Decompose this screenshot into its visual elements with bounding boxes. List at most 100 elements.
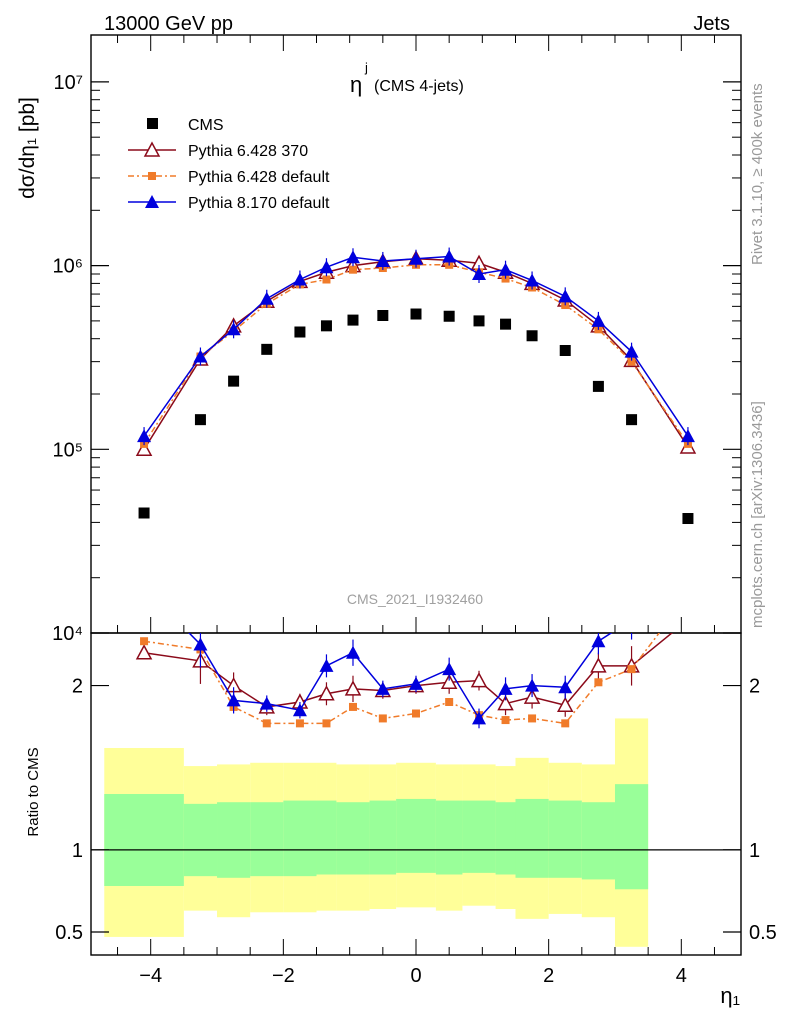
- ratio-y-tick-label-right: 1: [749, 840, 760, 862]
- ratio-point-pythia8-default: [375, 681, 390, 695]
- ratio-y-tick-label: 1: [72, 840, 83, 862]
- ratio-point-pythia6-default: [501, 716, 510, 725]
- band-green-bin: [495, 802, 516, 875]
- ratio-line-p6_def: [143, 633, 661, 725]
- ratio-point-pythia6-default: [348, 702, 357, 711]
- band-green-bin: [581, 802, 615, 880]
- band-green-bin: [183, 803, 218, 877]
- ratio-point-pythia6-370: [344, 680, 362, 696]
- y-tick-label: 10⁵: [52, 439, 83, 461]
- point-pythia8-default: [680, 429, 695, 443]
- point-cms: [347, 314, 359, 326]
- plot-title-superscript: j: [364, 60, 368, 75]
- legend-label-pythia8-default: Pythia 8.170 default: [188, 195, 330, 212]
- point-cms: [294, 326, 306, 338]
- ratio-point-pythia8-default: [345, 645, 360, 659]
- band-green-bin: [548, 800, 582, 878]
- ratio-point-pythia6-default: [322, 719, 331, 728]
- point-cms: [473, 315, 485, 327]
- axes: 10⁴ 10⁵ 10⁶ 10⁷ 0.5 0.5 1 1 2 2 −4 −2 0 2 4: [52, 35, 777, 987]
- point-pythia8-default: [498, 262, 513, 276]
- x-tick-label: 2: [543, 965, 554, 987]
- y-axis-title-ratio: Ratio to CMS: [25, 747, 42, 836]
- point-cms: [410, 308, 422, 320]
- ratio-point-pythia6-default: [412, 709, 420, 718]
- ratio-point-pythia8-default: [226, 693, 241, 707]
- point-pythia8-default: [442, 249, 457, 263]
- point-pythia8-default: [226, 322, 241, 336]
- band-green-bin: [250, 802, 284, 877]
- legend: CMS Pythia 6.428 370 Pythia 6.428 defaul…: [128, 117, 330, 212]
- mcplots-label: mcplots.cern.ch [arXiv:1306.3436]: [749, 401, 766, 628]
- ratio-series-clipped: [135, 633, 674, 729]
- band-green-bin: [435, 800, 463, 875]
- point-pythia6-default: [322, 275, 331, 284]
- band-green-bin: [369, 800, 397, 875]
- ratio-point-pythia8-default: [193, 637, 208, 651]
- rivet-label: Rivet 3.1.10, ≥ 400k events: [749, 83, 766, 265]
- point-pythia8-default: [525, 273, 540, 287]
- point-cms: [228, 375, 240, 387]
- ratio-point-pythia8-default: [409, 676, 423, 690]
- ratio-point-pythia6-default: [445, 698, 454, 706]
- y-axis-title-main: dσ/dη₁ [pb]: [16, 97, 39, 199]
- legend-label-pythia6-370: Pythia 6.428 370: [188, 143, 308, 160]
- x-tick-label: −4: [139, 965, 162, 987]
- point-pythia6-default: [348, 265, 357, 274]
- point-cms: [500, 318, 512, 330]
- ratio-point-pythia6-default: [627, 665, 636, 674]
- ratio-point-pythia6-370: [556, 696, 574, 713]
- point-pythia8-default: [259, 291, 274, 305]
- ratio-point-pythia6-370: [470, 672, 488, 688]
- x-tick-label: 0: [410, 965, 421, 987]
- ratio-point-pythia8-default: [558, 680, 573, 694]
- point-pythia8-default: [409, 251, 423, 265]
- point-pythia8-default: [193, 349, 208, 363]
- ratio-y-tick-label: 0.5: [55, 922, 83, 944]
- main-series: [135, 247, 697, 525]
- point-cms: [261, 343, 273, 355]
- point-pythia8-default: [137, 429, 152, 443]
- ratio-point-pythia8-default: [591, 634, 606, 648]
- point-cms: [320, 320, 332, 332]
- ratio-point-pythia8-default: [525, 678, 540, 692]
- legend-marker-pythia6-370: [143, 141, 161, 157]
- band-green-bin: [283, 800, 317, 877]
- ratio-point-pythia8-default: [259, 696, 274, 710]
- point-pythia6-default: [627, 357, 636, 366]
- point-pythia8-default: [558, 289, 573, 303]
- band-green-bin: [515, 798, 549, 878]
- point-cms: [377, 309, 389, 321]
- ratio-point-pythia6-370: [135, 644, 153, 660]
- header-observable-group: Jets: [693, 13, 730, 35]
- ratio-y-tick-label-right: 0.5: [749, 922, 777, 944]
- ratio-point-pythia6-370: [590, 657, 607, 673]
- point-cms: [526, 330, 538, 342]
- band-green-bin: [396, 798, 436, 873]
- point-cms: [682, 513, 694, 525]
- point-pythia8-default: [292, 272, 307, 286]
- point-cms: [443, 310, 455, 322]
- band-green-bin: [316, 800, 337, 875]
- band-green-bin: [336, 802, 370, 875]
- ratio-point-pythia6-default: [295, 719, 304, 728]
- point-pythia8-default: [591, 313, 606, 327]
- band-green-bin: [217, 802, 251, 878]
- point-pythia8-default: [472, 267, 487, 281]
- y-tick-label: 10⁷: [54, 72, 83, 94]
- x-tick-label: −2: [272, 965, 295, 987]
- ratio-point-pythia8-default: [292, 703, 307, 717]
- ratio-point-pythia6-default: [594, 678, 603, 687]
- point-cms: [592, 380, 604, 392]
- series-line-p6_370: [143, 257, 689, 450]
- ratio-y-tick-label: 2: [72, 676, 83, 698]
- band-green-bin: [462, 800, 496, 873]
- band-green-bin: [614, 784, 649, 890]
- point-pythia8-default: [375, 253, 390, 267]
- legend-marker-cms: [147, 118, 158, 129]
- band-green-bin: [104, 794, 184, 886]
- ratio-series: [135, 633, 674, 729]
- series-line-p6_def: [143, 264, 689, 445]
- legend-label-cms: CMS: [188, 117, 224, 134]
